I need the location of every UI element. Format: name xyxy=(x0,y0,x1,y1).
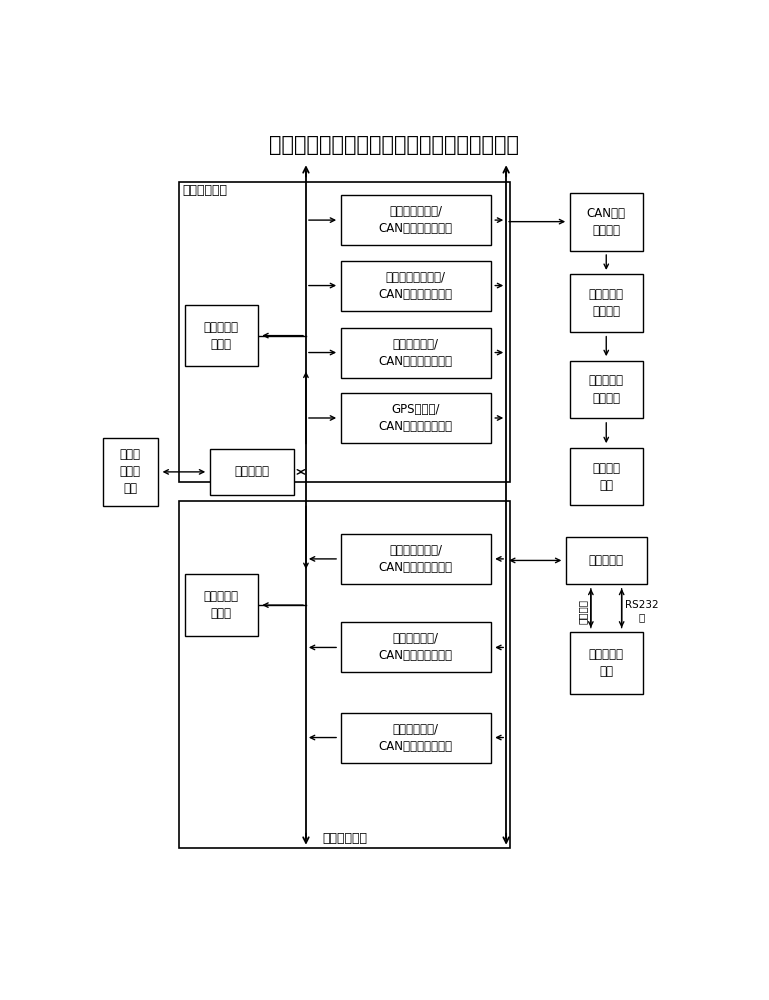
Text: RS232
线: RS232 线 xyxy=(624,600,658,622)
Bar xyxy=(103,438,158,506)
Text: GPS以太网/
CAN数据接口转换器: GPS以太网/ CAN数据接口转换器 xyxy=(378,403,453,433)
Bar xyxy=(341,261,491,311)
Text: 星载计算机: 星载计算机 xyxy=(589,554,624,567)
Text: 执行器模拟器: 执行器模拟器 xyxy=(322,832,367,845)
Text: 动量轮以太网/
CAN数据接口转换器: 动量轮以太网/ CAN数据接口转换器 xyxy=(378,723,453,753)
Bar xyxy=(341,713,491,763)
Bar xyxy=(570,361,643,418)
Text: 高速交换机: 高速交换机 xyxy=(235,465,270,478)
Text: 第一无线网
络收发器: 第一无线网 络收发器 xyxy=(589,288,624,318)
Bar xyxy=(570,193,643,251)
Bar xyxy=(570,448,643,505)
Text: 磁力矩器以太网/
CAN数据接口转换器: 磁力矩器以太网/ CAN数据接口转换器 xyxy=(378,544,453,574)
Bar xyxy=(179,182,510,482)
Text: 太阳敏感器以太网/
CAN数据接口转换器: 太阳敏感器以太网/ CAN数据接口转换器 xyxy=(378,271,453,301)
Text: 地面站模
拟器: 地面站模 拟器 xyxy=(592,462,621,492)
Bar xyxy=(341,393,491,443)
Bar xyxy=(185,574,258,636)
Bar xyxy=(341,622,491,672)
Text: 第二无线网
络收发器: 第二无线网 络收发器 xyxy=(589,374,624,404)
Bar xyxy=(570,274,643,332)
Text: 数据存储服
务器: 数据存储服 务器 xyxy=(589,648,624,678)
Text: 以太网线: 以太网线 xyxy=(578,599,588,624)
Text: 星敏感器以太网/
CAN数据接口转换器: 星敏感器以太网/ CAN数据接口转换器 xyxy=(378,205,453,235)
Bar xyxy=(570,632,643,694)
Bar xyxy=(179,501,510,848)
Bar xyxy=(341,195,491,245)
Text: 敏感器模拟器: 敏感器模拟器 xyxy=(183,184,228,197)
Bar xyxy=(341,328,491,378)
Text: 执行器仿真
服务器: 执行器仿真 服务器 xyxy=(204,590,238,620)
Bar xyxy=(566,537,647,584)
Bar xyxy=(185,305,258,366)
Text: 推力器以太网/
CAN数据接口转换器: 推力器以太网/ CAN数据接口转换器 xyxy=(378,632,453,662)
Text: 敏感器仿真
服务器: 敏感器仿真 服务器 xyxy=(204,321,238,351)
Bar xyxy=(341,534,491,584)
Text: 动力学
仿真服
务器: 动力学 仿真服 务器 xyxy=(120,448,141,495)
Text: 磁强计以太网/
CAN数据接口转换器: 磁强计以太网/ CAN数据接口转换器 xyxy=(378,338,453,368)
Text: CAN转以
太网设备: CAN转以 太网设备 xyxy=(587,207,626,237)
Text: 基于部件模拟器的卫星飞行控制闭环仿真系统: 基于部件模拟器的卫星飞行控制闭环仿真系统 xyxy=(268,135,519,155)
Bar xyxy=(210,449,295,495)
